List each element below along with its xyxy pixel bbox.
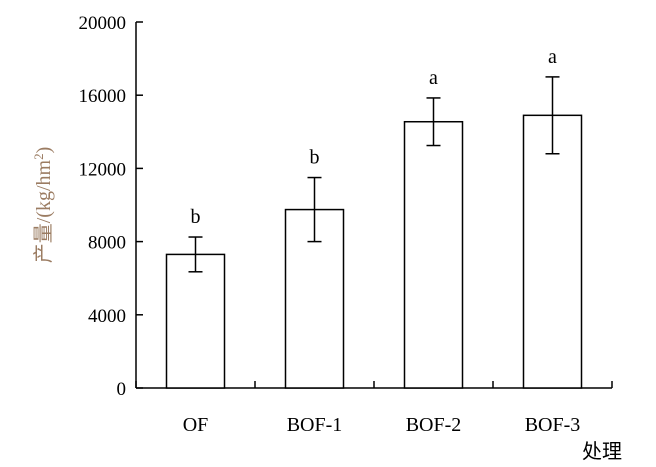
error-bar-bof-2 — [426, 97, 441, 147]
category-label: BOF-1 — [287, 414, 343, 436]
y-axis-label: 产量/(kg/hm2) — [31, 147, 56, 264]
significance-label: b — [191, 206, 201, 228]
error-bar-bof-3 — [545, 76, 560, 155]
category-label: OF — [183, 414, 209, 436]
significance-label: a — [548, 46, 557, 68]
category-labels-group: OF BOF-1 BOF-2 BOF-3 — [183, 414, 581, 436]
y-tick-label: 16000 — [79, 86, 127, 107]
y-axis: 0 4000 8000 12000 16000 20000 — [79, 13, 143, 400]
bar-bof-2 — [403, 120, 464, 389]
y-tick-label: 8000 — [88, 233, 126, 254]
x-axis-label: 处理 — [582, 440, 622, 463]
bar-bof-1 — [284, 208, 345, 389]
significance-label: a — [429, 67, 438, 89]
y-tick-label: 0 — [117, 379, 127, 400]
error-bar-bof-1 — [307, 176, 322, 243]
y-tick-label: 4000 — [88, 306, 126, 327]
error-bars-group — [188, 76, 560, 273]
bars-group — [165, 114, 583, 389]
bar-of — [165, 253, 226, 389]
significance-label: b — [310, 147, 320, 169]
bar-bof-3 — [522, 114, 583, 389]
y-tick-label: 12000 — [79, 159, 127, 180]
significance-labels-group: b b a a — [191, 46, 558, 228]
category-label: BOF-3 — [525, 414, 581, 436]
y-tick-label: 20000 — [79, 13, 127, 34]
error-bar-of — [188, 236, 203, 273]
category-label: BOF-2 — [406, 414, 462, 436]
